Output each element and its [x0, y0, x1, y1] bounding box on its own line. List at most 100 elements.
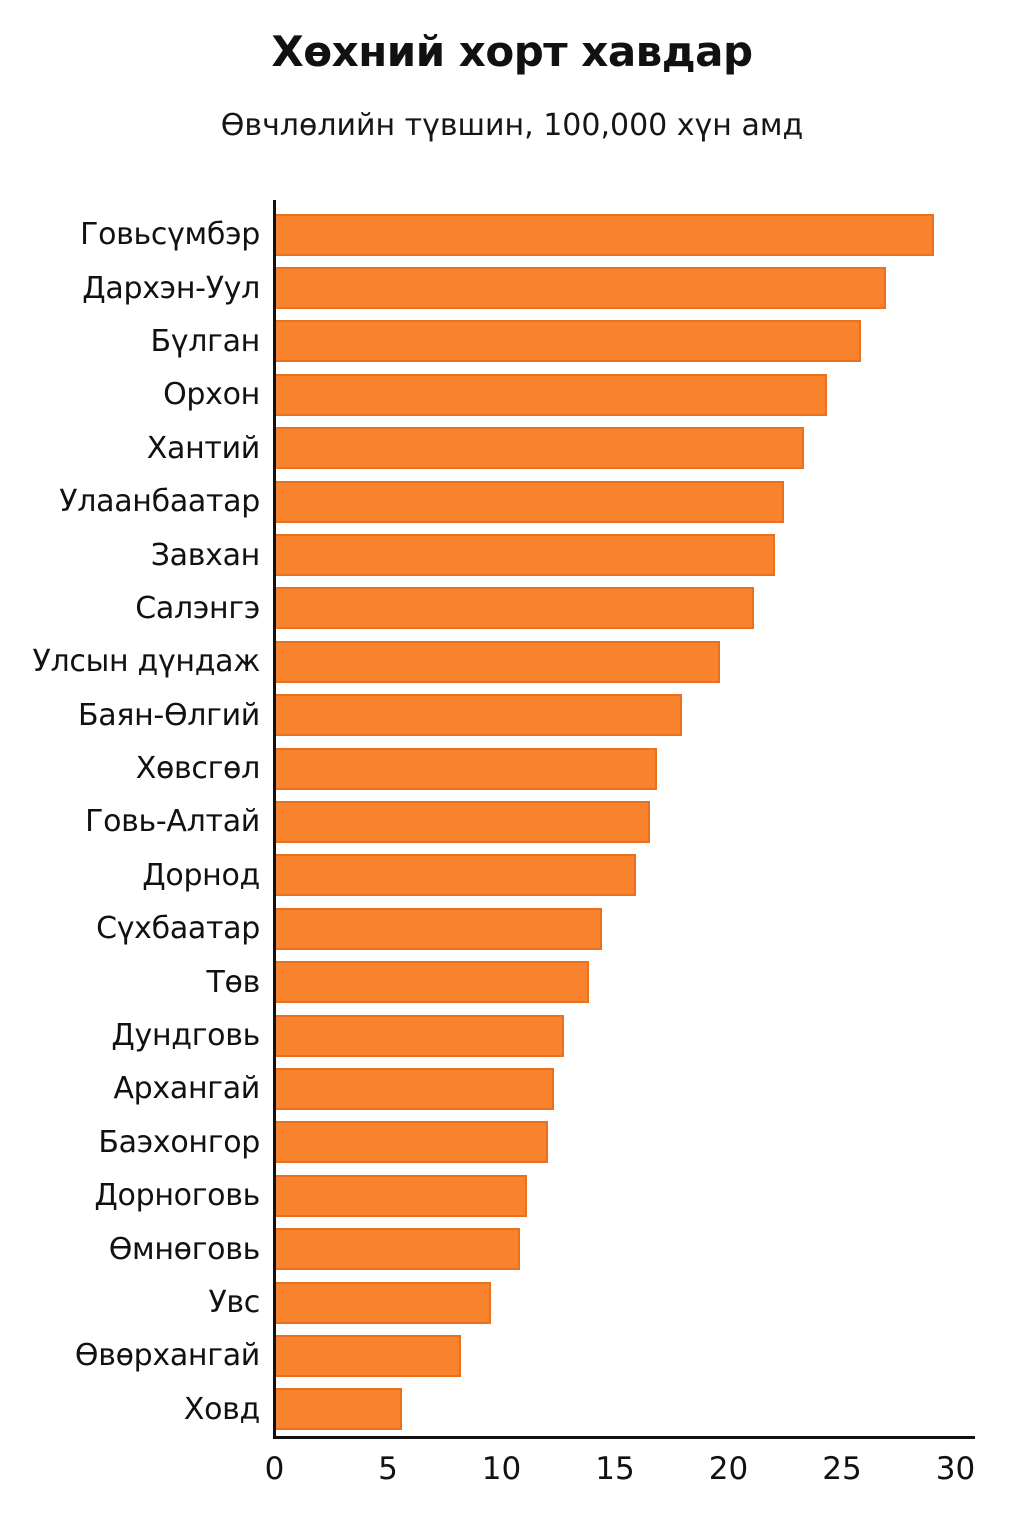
bar [273, 213, 934, 256]
bar-label: Дорноговь [94, 1178, 260, 1214]
bar-row: Улсын дүндаж [18, 635, 990, 688]
bar-track [273, 1062, 990, 1115]
x-tick-label: 30 [935, 1451, 976, 1488]
bar-row: Дорноговь [18, 1169, 990, 1222]
y-axis-line [273, 200, 276, 1440]
bar-row: Дундговь [18, 1009, 990, 1062]
bar-label: Архангай [113, 1071, 260, 1107]
bar-track [273, 261, 990, 314]
bar-row: Баян-Өлгий [18, 689, 990, 742]
bar-rows: Говьсүмбэр Дархэн-Уул Бүлган Орхон Хантий Ула… [18, 208, 990, 1436]
bar-label: Дорнод [142, 857, 260, 893]
bar [273, 1334, 462, 1377]
bar-track [273, 1169, 990, 1222]
bar-row: Завхан [18, 528, 990, 581]
bar [273, 694, 682, 737]
bar-row: Архангай [18, 1062, 990, 1115]
bar [273, 854, 637, 897]
bar-track [273, 902, 990, 955]
bar-track [273, 635, 990, 688]
bar [273, 1174, 528, 1217]
bar-label: Дархэн-Уул [82, 270, 260, 306]
bar-label: Өвөрхангай [74, 1338, 260, 1374]
bar [273, 640, 721, 683]
bar-label: Ховд [183, 1391, 260, 1427]
x-tick-label: 5 [378, 1451, 398, 1488]
bar [273, 1121, 548, 1164]
bar-track [273, 1222, 990, 1275]
bar [273, 907, 603, 950]
bar-row: Баэхонгор [18, 1116, 990, 1169]
bar-track [273, 1329, 990, 1382]
bar [273, 961, 589, 1004]
bar-label: Дундговь [111, 1018, 260, 1054]
bar-label: Увс [208, 1285, 260, 1320]
bar-track [273, 849, 990, 902]
bar-label: Говь-Алтай [85, 804, 260, 840]
bar-row: Говь-Алтай [18, 795, 990, 848]
bar-label: Өмнөговь [108, 1231, 261, 1267]
bar-label: Орхон [163, 377, 260, 413]
x-axis-ticks: 0 5 10 15 20 25 30 [18, 1451, 1006, 1497]
bar-row: Өмнөговь [18, 1222, 990, 1275]
bar-track [273, 582, 990, 635]
bar [273, 427, 805, 470]
bar-row: Хантий [18, 422, 990, 475]
bar-row: Ховд [18, 1383, 990, 1436]
bar [273, 1067, 555, 1110]
bar [273, 1228, 521, 1271]
bar-track [273, 368, 990, 421]
bar-track [273, 742, 990, 795]
x-tick-label: 20 [708, 1451, 749, 1488]
bar-track [273, 795, 990, 848]
bar [273, 480, 784, 523]
bar [273, 587, 755, 630]
bar [273, 534, 775, 577]
x-tick-label: 0 [264, 1451, 285, 1488]
bar-row: Салэнгэ [18, 582, 990, 635]
bar [273, 373, 827, 416]
bar-label: Говьсүмбэр [80, 217, 260, 253]
x-tick-label: 25 [822, 1451, 862, 1488]
bar-label: Төв [206, 964, 261, 1000]
chart-subtitle: Өвчлөлийн түвшин, 100,000 хүн амд [220, 107, 804, 143]
bar [273, 320, 861, 363]
bar-track [273, 315, 990, 368]
bar-label: Хантий [146, 430, 261, 466]
bar-label: Баэхонгор [98, 1124, 260, 1160]
bar-track [273, 955, 990, 1008]
bar-track [273, 1116, 990, 1169]
bar-row: Дархэн-Уул [18, 261, 990, 314]
bar [273, 1388, 403, 1431]
bar-row: Бүлган [18, 315, 990, 368]
bar-row: Говьсүмбэр [18, 208, 990, 261]
bar-label: Сүхбаатар [96, 911, 260, 947]
bar [273, 1014, 564, 1057]
bar-label: Завхан [150, 537, 261, 573]
bar [273, 1281, 491, 1324]
bar-track [273, 528, 990, 581]
bar-row: Хөвсгөл [18, 742, 990, 795]
bar-track [273, 475, 990, 528]
bar-track [273, 208, 990, 261]
x-tick-label: 10 [481, 1451, 522, 1488]
bar-track [273, 1009, 990, 1062]
bar-label: Улсын дүндаж [32, 644, 261, 680]
bar-chart: Говьсүмбэр Дархэн-Уул Бүлган Орхон Хантий Ула… [18, 200, 1006, 1508]
bar-label: Хөвсгөл [135, 751, 261, 787]
bar-row: Увс [18, 1276, 990, 1329]
chart-title: Хөхний хорт хавдар [271, 27, 753, 76]
bar-label: Салэнгэ [135, 590, 260, 626]
bar [273, 800, 650, 843]
bar-track [273, 1276, 990, 1329]
bar-track [273, 689, 990, 742]
bar-track [273, 422, 990, 475]
x-tick-label: 15 [595, 1451, 635, 1488]
x-axis-line [273, 1436, 975, 1440]
bar-row: Төв [18, 955, 990, 1008]
bar-row: Улаанбаатар [18, 475, 990, 528]
bar-row: Өвөрхангай [18, 1329, 990, 1382]
bar [273, 747, 657, 790]
bar [273, 267, 886, 310]
